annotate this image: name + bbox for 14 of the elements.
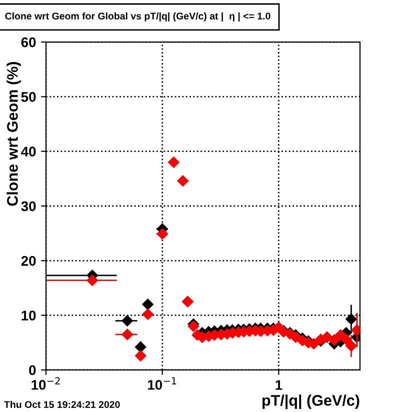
- x-tick-label: 10$^{−2}$: [32, 377, 60, 390]
- y-tick-label: 60: [21, 37, 36, 48]
- y-tick-label: 20: [21, 256, 36, 266]
- y-axis-title: Clone wrt Geom (%): [6, 62, 21, 206]
- y-tick-label: 0: [29, 365, 36, 376]
- y-tick-label: 40: [21, 146, 36, 157]
- x-axis-title: pT/|q| (GeV/c): [262, 394, 360, 410]
- chart-title: Clone wrt Geom for Global vs pT/|q| (GeV/c) at | η | <= 1.0: [5, 12, 270, 22]
- y-tick-label: 10: [22, 310, 36, 320]
- y-tick-label: 50: [21, 92, 36, 102]
- x-tick-label: 1: [276, 380, 282, 390]
- y-tick-label: 30: [21, 201, 36, 212]
- text: Thu Oct 15 19:24:21 2020: [4, 400, 120, 408]
- x-tick-label: 10$^{−1}$: [148, 377, 176, 390]
